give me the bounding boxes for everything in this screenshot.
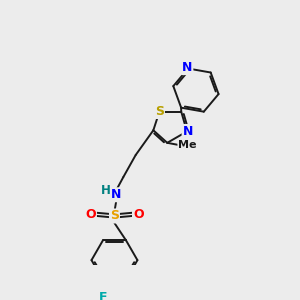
Text: N: N — [183, 125, 193, 138]
Text: S: S — [155, 105, 164, 118]
Text: H: H — [101, 184, 111, 197]
Text: O: O — [85, 208, 96, 221]
Text: N: N — [111, 188, 122, 201]
Text: S: S — [110, 209, 119, 223]
Text: F: F — [99, 291, 107, 300]
Text: Me: Me — [178, 140, 197, 151]
Text: O: O — [133, 208, 144, 221]
Text: N: N — [182, 61, 192, 74]
